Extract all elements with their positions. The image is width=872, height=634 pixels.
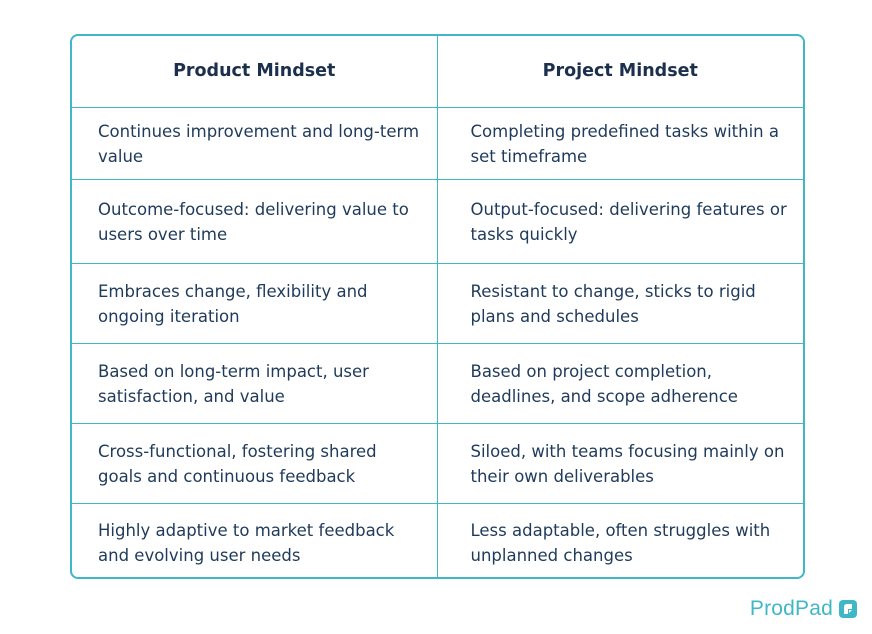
project-cell: Less adaptable, often struggles with unp… — [470, 520, 771, 565]
project-cell: Completing predefined tasks within a set… — [470, 121, 780, 166]
table-header-row: Product Mindset Project Mindset — [72, 36, 803, 107]
project-cell: Resistant to change, sticks to rigid pla… — [470, 281, 756, 326]
header-product-mindset: Product Mindset — [72, 36, 438, 107]
header-project-mindset: Project Mindset — [542, 61, 698, 81]
product-cell: Cross-functional, fostering shared goals… — [72, 424, 438, 503]
project-cell: Siloed, with teams focusing mainly on th… — [470, 441, 785, 486]
project-cell: Based on project completion, deadlines, … — [470, 361, 738, 406]
project-cell: Output-focused: delivering features or t… — [470, 199, 787, 244]
prodpad-logo-icon — [839, 600, 857, 618]
table-row: Cross-functional, fostering shared goals… — [72, 423, 803, 503]
table-row: Based on long-term impact, user satisfac… — [72, 343, 803, 423]
table-row: Highly adaptive to market feedback and e… — [72, 503, 803, 577]
prodpad-logo-text: ProdPad — [749, 597, 833, 620]
product-cell: Based on long-term impact, user satisfac… — [72, 344, 438, 423]
product-cell: Embraces change, flexibility and ongoing… — [72, 264, 438, 343]
product-cell: Continues improvement and long-term valu… — [72, 108, 438, 179]
product-cell: Highly adaptive to market feedback and e… — [72, 504, 438, 577]
table-row: Continues improvement and long-term valu… — [72, 107, 803, 179]
table-row: Embraces change, flexibility and ongoing… — [72, 263, 803, 343]
prodpad-logo: ProdPad — [750, 597, 858, 621]
product-cell: Outcome-focused: delivering value to use… — [72, 180, 438, 263]
table-row: Outcome-focused: delivering value to use… — [72, 179, 803, 263]
comparison-table: Product Mindset Project Mindset Continue… — [70, 34, 805, 579]
